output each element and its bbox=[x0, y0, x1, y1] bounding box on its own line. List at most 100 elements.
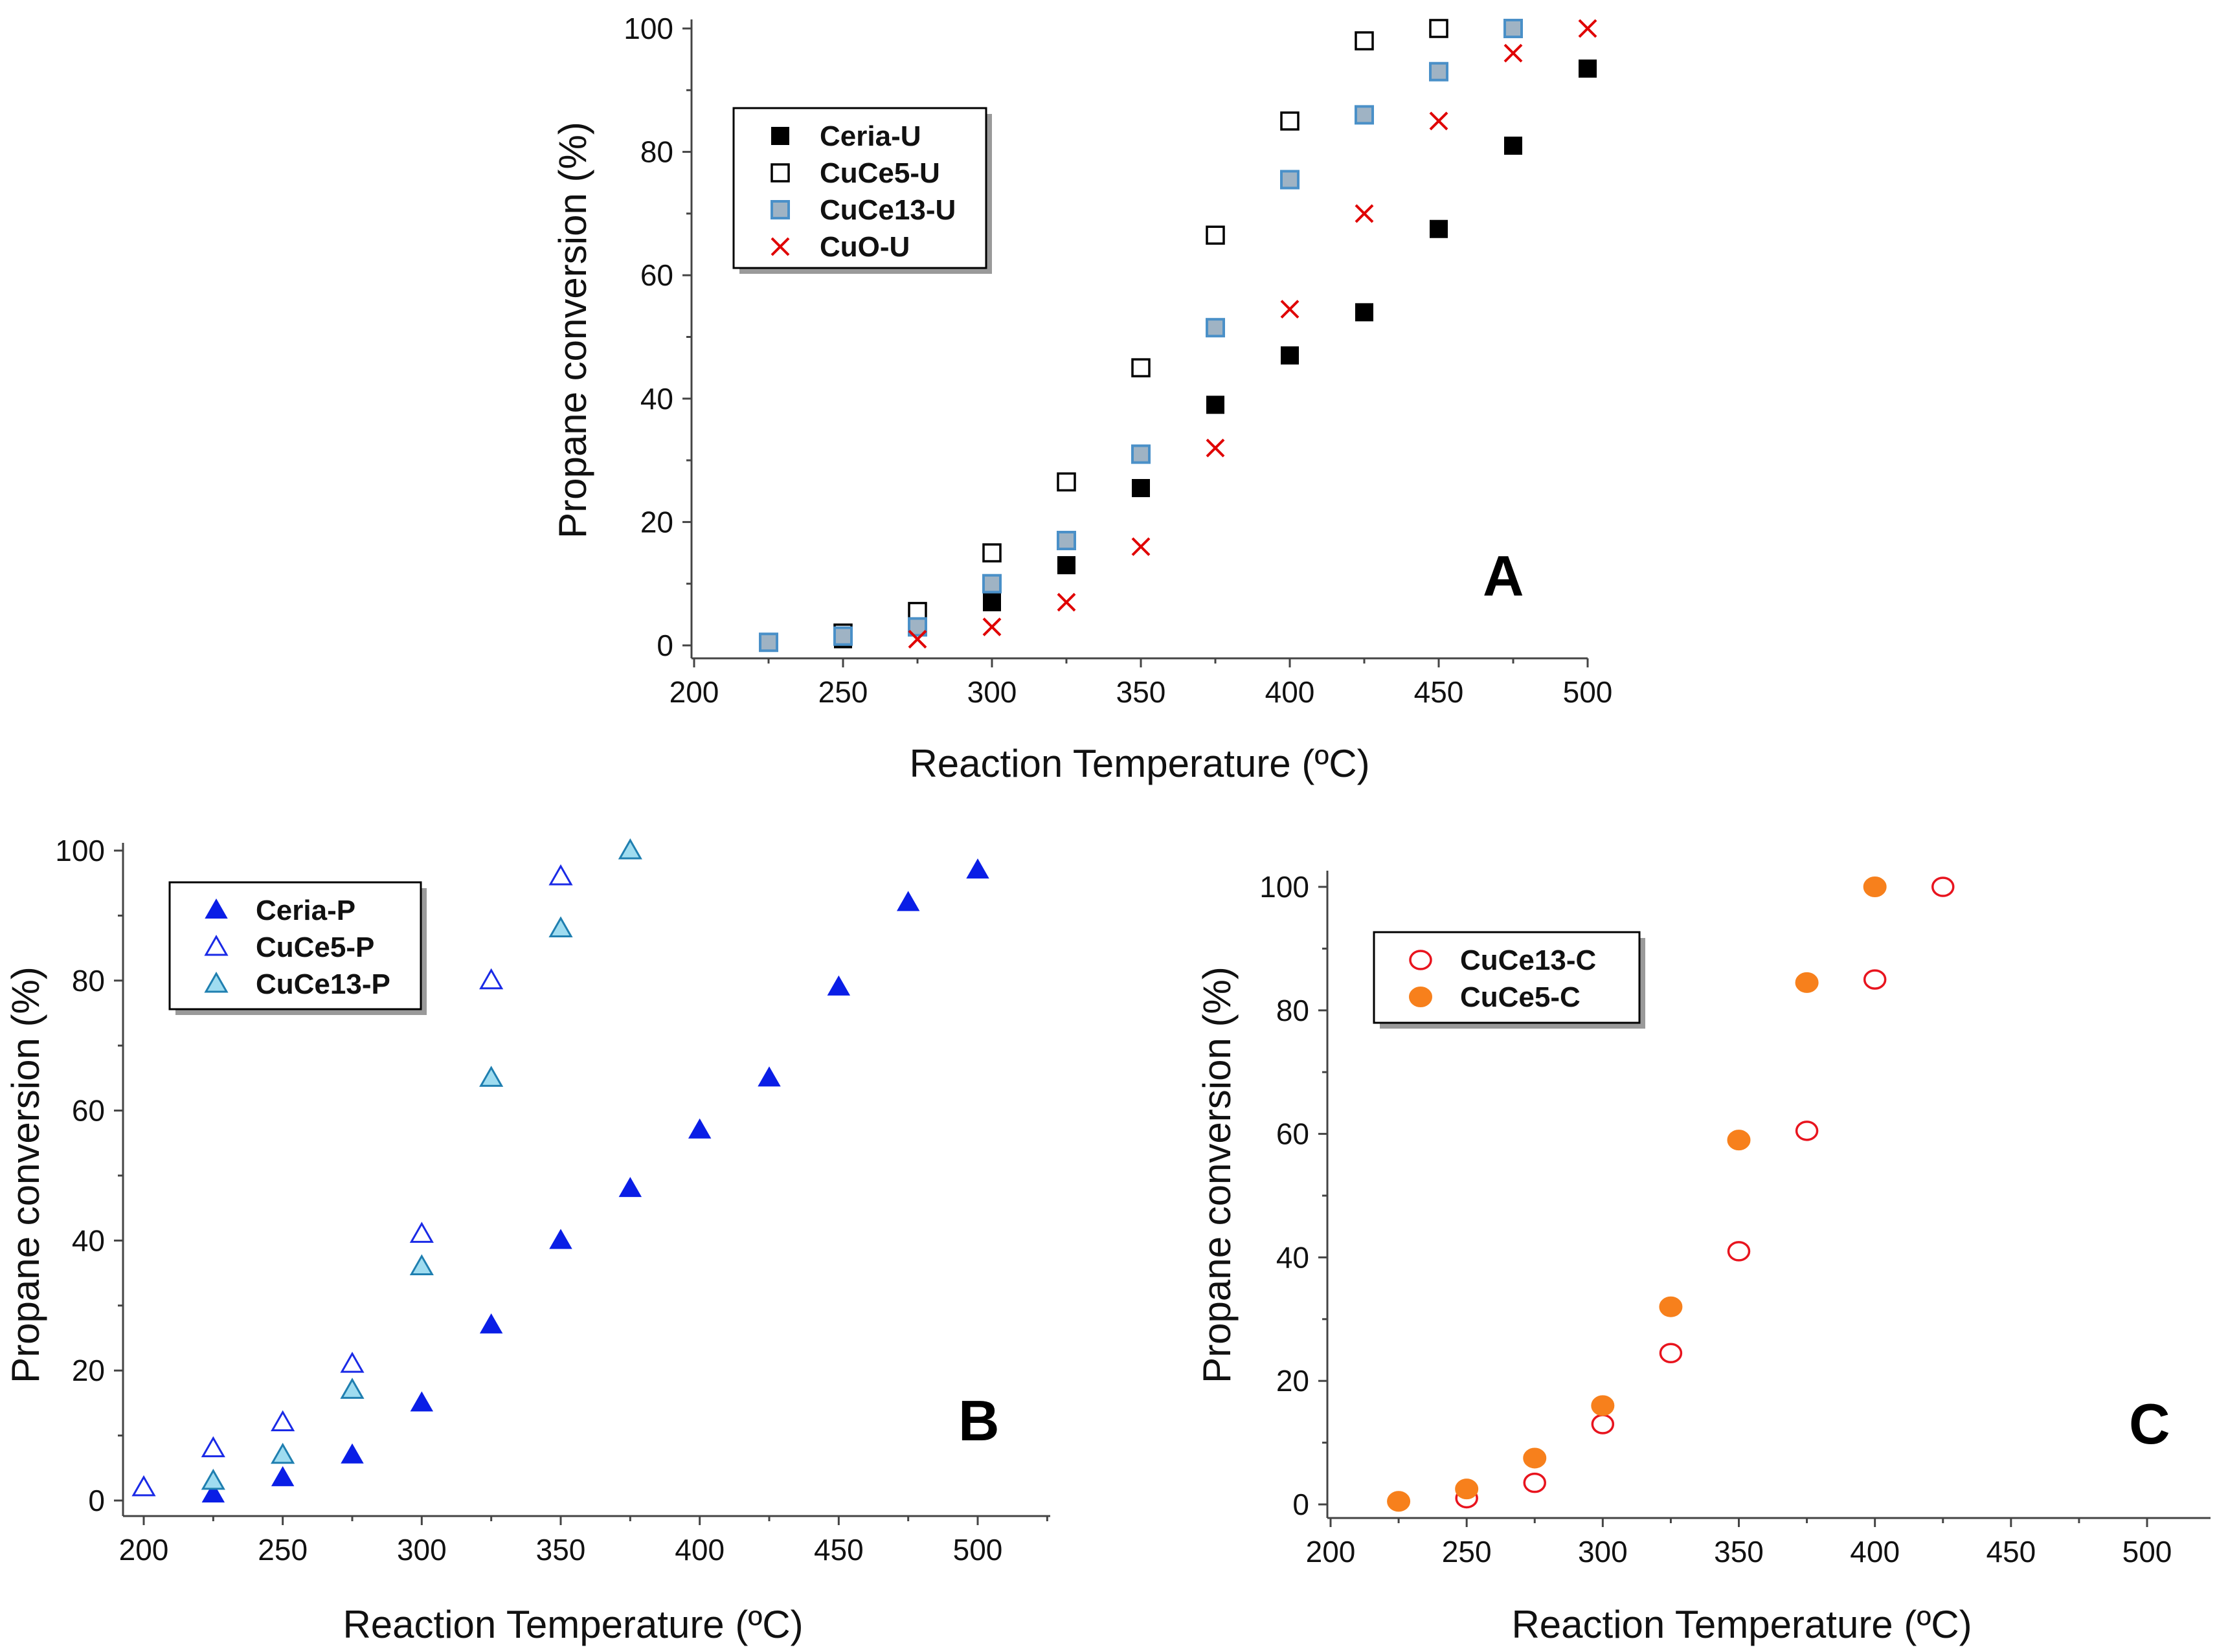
x-tick-label: 450 bbox=[814, 1533, 864, 1567]
panel-C: 0 20 40 60 80 100 200 250 300 350 400 450 500 Reactio… bbox=[1195, 870, 2211, 1646]
data-point bbox=[479, 968, 504, 990]
y-tick-label: 0 bbox=[1292, 1488, 1309, 1521]
data-point bbox=[1429, 19, 1448, 38]
series-CuCe5-U bbox=[833, 19, 1448, 643]
x-tick-label: 200 bbox=[670, 675, 719, 709]
data-point bbox=[1795, 972, 1819, 993]
y-tick-label: 40 bbox=[72, 1223, 105, 1257]
data-point bbox=[549, 1229, 572, 1249]
data-point bbox=[1591, 1414, 1615, 1434]
data-point bbox=[1523, 1472, 1546, 1493]
data-point bbox=[1430, 219, 1448, 238]
y-tick-label: 40 bbox=[640, 382, 673, 416]
legend-marker bbox=[204, 934, 229, 956]
data-point bbox=[966, 858, 989, 879]
data-point bbox=[759, 632, 778, 653]
x-tick-label: 300 bbox=[967, 675, 1017, 709]
data-point bbox=[982, 574, 1002, 594]
data-point bbox=[1132, 478, 1150, 497]
x-tick-label: 400 bbox=[1265, 675, 1315, 709]
data-point bbox=[1523, 1447, 1547, 1469]
x-tick-label: 350 bbox=[536, 1533, 586, 1567]
data-point bbox=[1591, 1395, 1615, 1416]
y-tick-label: 80 bbox=[1276, 994, 1309, 1027]
legend-label: Ceria-P bbox=[256, 895, 355, 926]
legend-label: CuCe5-C bbox=[1460, 981, 1581, 1013]
data-point bbox=[1206, 438, 1225, 458]
y-tick-label: 80 bbox=[72, 964, 105, 998]
data-point bbox=[1578, 19, 1597, 38]
data-point bbox=[1057, 556, 1075, 575]
data-point bbox=[410, 1391, 434, 1412]
data-point bbox=[1206, 225, 1225, 245]
data-point bbox=[827, 975, 851, 996]
legend-label: CuCe5-U bbox=[820, 157, 940, 189]
data-point bbox=[1863, 969, 1887, 990]
series-CuCe5-P bbox=[131, 864, 573, 1497]
data-point bbox=[1355, 204, 1374, 223]
y-tick-label: 20 bbox=[1276, 1364, 1309, 1398]
data-point bbox=[548, 864, 573, 886]
legend-marker bbox=[1409, 950, 1432, 970]
data-point bbox=[1504, 137, 1522, 155]
legend-marker bbox=[205, 898, 228, 919]
legend-marker bbox=[771, 237, 790, 256]
x-tick-label: 400 bbox=[1850, 1535, 1900, 1568]
legend-label: Ceria-U bbox=[820, 120, 921, 152]
x-tick-label: 350 bbox=[1714, 1535, 1764, 1568]
data-point bbox=[1131, 358, 1151, 377]
data-point bbox=[1863, 876, 1887, 897]
y-tick-label: 60 bbox=[640, 258, 673, 292]
legend-label: CuO-U bbox=[820, 231, 910, 263]
data-point bbox=[1727, 1130, 1751, 1151]
x-axis-title: Reaction Temperature (ºC) bbox=[1511, 1603, 1972, 1646]
x-tick-label: 400 bbox=[675, 1533, 725, 1567]
data-point bbox=[982, 543, 1002, 563]
data-point bbox=[618, 1177, 642, 1198]
y-axis-title: Propane conversion (%) bbox=[4, 966, 47, 1383]
series-CuCe13-U bbox=[759, 19, 1523, 653]
legend-label: CuCe13-U bbox=[820, 194, 956, 226]
data-point bbox=[271, 1466, 295, 1486]
series-CuO-U bbox=[908, 19, 1597, 649]
series-Ceria-P bbox=[201, 858, 989, 1502]
x-tick-label: 300 bbox=[1578, 1535, 1628, 1568]
data-point bbox=[1057, 592, 1076, 612]
legend-label: CuCe13-C bbox=[1460, 944, 1596, 976]
data-point bbox=[1131, 537, 1151, 556]
x-tick-label: 300 bbox=[397, 1533, 447, 1567]
data-point bbox=[340, 1352, 365, 1373]
series-CuCe5-C bbox=[1387, 876, 1887, 1512]
data-point bbox=[271, 1410, 295, 1432]
y-tick-label: 60 bbox=[1276, 1117, 1309, 1151]
x-tick-label: 350 bbox=[1116, 675, 1166, 709]
data-point bbox=[548, 916, 573, 937]
x-tick-label: 450 bbox=[1986, 1535, 2036, 1568]
legend-box bbox=[1373, 931, 1641, 1024]
legend-label: CuCe13-P bbox=[256, 968, 390, 1000]
data-point bbox=[340, 1378, 365, 1399]
data-point bbox=[1355, 105, 1374, 125]
panel-label: C bbox=[2129, 1392, 2170, 1456]
x-axis-title: Reaction Temperature (ºC) bbox=[343, 1603, 803, 1646]
panel-label: A bbox=[1483, 544, 1524, 608]
data-point bbox=[1429, 61, 1448, 82]
y-axis-title: Propane conversion (%) bbox=[551, 122, 594, 539]
x-tick-label: 250 bbox=[818, 675, 868, 709]
data-point bbox=[131, 1475, 156, 1497]
data-point bbox=[479, 1066, 504, 1087]
legend-label: CuCe5-P bbox=[256, 932, 374, 963]
data-point bbox=[1280, 170, 1300, 190]
x-tick-label: 450 bbox=[1414, 675, 1464, 709]
y-tick-label: 80 bbox=[640, 135, 673, 169]
data-point bbox=[271, 1442, 295, 1464]
legend-marker bbox=[771, 200, 790, 219]
data-point bbox=[1795, 1121, 1819, 1141]
y-tick-label: 40 bbox=[1276, 1240, 1309, 1274]
data-point bbox=[983, 593, 1001, 612]
data-point bbox=[1280, 111, 1300, 131]
data-point bbox=[1579, 59, 1597, 78]
data-point bbox=[201, 1468, 225, 1490]
data-point bbox=[1503, 19, 1523, 38]
